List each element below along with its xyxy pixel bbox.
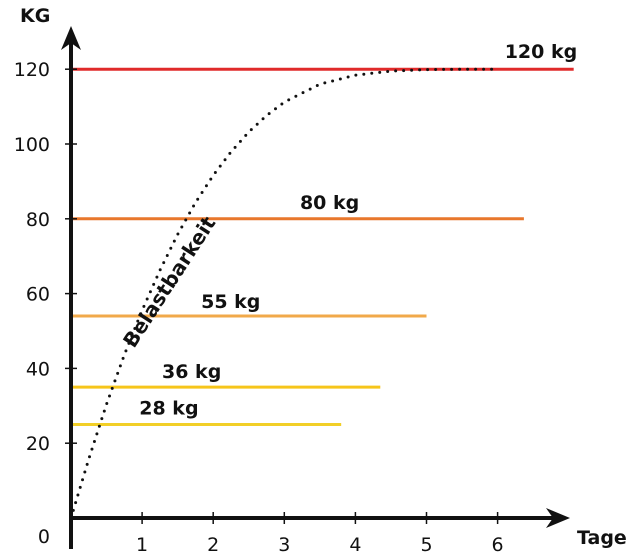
x-tick-label-2: 2 [207, 534, 219, 554]
belastbarkeit-label: Belastbarkeit [118, 212, 221, 352]
x-axis-title: Tage [577, 527, 627, 549]
y-axis-arrow [61, 26, 81, 50]
reference-lines: 120 kg 80 kg 55 kg 36 kg 28 kg [71, 41, 578, 426]
x-tick-label-6: 6 [492, 534, 504, 554]
reference-label-120-kg: 120 kg [505, 41, 578, 63]
y-tick-label-0: 0 [38, 526, 50, 548]
y-tick-label-20: 20 [26, 433, 50, 455]
labels: KG Tage [20, 5, 627, 549]
y-tick-label-40: 40 [26, 358, 50, 380]
y-tick-label-60: 60 [26, 284, 50, 306]
x-tick-label-4: 4 [349, 534, 361, 554]
y-tick-label-100: 100 [14, 134, 50, 156]
x-tick-label-1: 1 [136, 534, 148, 554]
x-tick-label-5: 5 [420, 534, 432, 554]
reference-label-36-kg: 36 kg [162, 361, 221, 383]
axes [61, 26, 570, 549]
reference-label-80-kg: 80 kg [300, 192, 359, 214]
y-tick-label-80: 80 [26, 209, 50, 231]
reference-label-28-kg: 28 kg [139, 398, 198, 420]
x-axis-arrow [546, 508, 570, 528]
belastbarkeit-curve: Belastbarkeit [69, 67, 500, 520]
belastbarkeit-dotted-curve [69, 67, 500, 520]
x-tick-label-3: 3 [278, 534, 290, 554]
y-tick-label-120: 120 [14, 59, 50, 81]
y-axis-title: KG [20, 5, 50, 27]
reference-label-55-kg: 55 kg [201, 291, 260, 313]
